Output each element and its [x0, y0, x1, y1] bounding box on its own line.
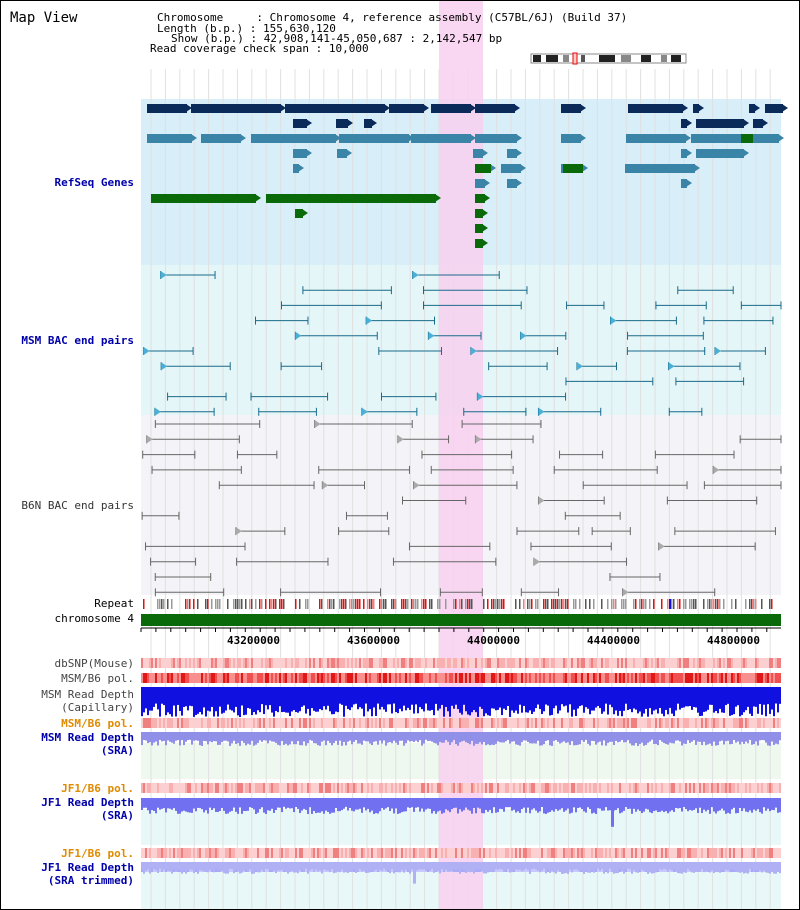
gene-feature: [563, 164, 583, 173]
gene-feature: [475, 239, 483, 248]
gene-feature: [696, 119, 744, 128]
gene-feature: [696, 149, 744, 158]
gene-feature: [191, 104, 281, 113]
gene-feature: [561, 134, 581, 143]
track-label-jf1-depth-trim-1[interactable]: JF1 Read Depth: [41, 861, 134, 874]
track-label-dbsnp[interactable]: dbSNP(Mouse): [54, 657, 134, 670]
track-label-msm-depth-sra-2[interactable]: (SRA): [100, 744, 134, 757]
gene-feature: [339, 134, 409, 143]
track-label-msm-b6-pol-sra[interactable]: MSM/B6 pol.: [61, 717, 134, 730]
axis-tick-label: 43200000: [227, 634, 280, 647]
track-label-msm-depth-capillary-1[interactable]: MSM Read Depth: [41, 688, 134, 701]
gene-feature: [691, 134, 746, 143]
info-show: Show (b.p.) : 42,908,141-45,050,687 : 2,…: [171, 32, 503, 45]
gene-feature: [626, 134, 686, 143]
gene-feature: [765, 104, 783, 113]
gene-feature: [561, 104, 581, 113]
track-label-msm-depth-capillary-2[interactable]: (Capillary): [61, 701, 134, 714]
info-coverage: Read coverage check span : 10,000: [150, 42, 369, 55]
gene-feature: [201, 134, 241, 143]
gene-feature: [336, 119, 348, 128]
track-label-msm-b6-pol[interactable]: MSM/B6 pol.: [61, 672, 134, 685]
gene-feature: [337, 149, 347, 158]
gene-feature: [251, 134, 336, 143]
info-chromosome: Chromosome : Chromosome 4, reference ass…: [157, 11, 628, 24]
chromosome-bar: [141, 614, 781, 626]
gene-feature: [295, 209, 303, 218]
gene-feature: [293, 164, 299, 173]
gene-feature: [475, 179, 485, 188]
track-label-b6n-bac[interactable]: B6N BAC end pairs: [21, 499, 134, 512]
info-length: Length (b.p.) : 155,630,120: [157, 22, 336, 35]
gene-feature: [475, 224, 483, 233]
track-label-refseq[interactable]: RefSeq Genes: [54, 176, 134, 189]
track-label-msm-bac[interactable]: MSM BAC end pairs: [21, 334, 134, 347]
track-label-repeat[interactable]: Repeat: [94, 597, 134, 610]
gene-feature: [431, 104, 471, 113]
gene-feature: [266, 194, 436, 203]
gene-feature: [507, 149, 517, 158]
axis-tick-label: 43600000: [347, 634, 400, 647]
gene-feature: [389, 104, 424, 113]
gene-feature: [681, 119, 687, 128]
gene-feature: [475, 134, 517, 143]
gene-feature: [151, 194, 256, 203]
axis-tick-label: 44000000: [467, 634, 520, 647]
track-label-jf1-depth-sra-1[interactable]: JF1 Read Depth: [41, 796, 134, 809]
gene-feature: [501, 164, 521, 173]
page-title: Map View: [10, 10, 78, 26]
gene-feature: [285, 104, 385, 113]
gene-feature: [475, 194, 485, 203]
gene-feature: [475, 104, 515, 113]
track-label-msm-depth-sra-1[interactable]: MSM Read Depth: [41, 731, 134, 744]
gene-feature: [753, 119, 763, 128]
gene-feature: [293, 119, 307, 128]
track-label-chromosome[interactable]: chromosome 4: [54, 612, 134, 625]
gene-feature: [625, 164, 695, 173]
gene-feature: [293, 149, 307, 158]
track-label-jf1-depth-sra-2[interactable]: (SRA): [100, 809, 134, 822]
gene-feature: [751, 134, 779, 143]
gene-feature: [741, 134, 753, 143]
gene-feature: [628, 104, 683, 113]
gene-feature: [364, 119, 372, 128]
gene-feature: [473, 149, 483, 158]
gene-feature: [749, 104, 755, 113]
gene-feature: [681, 179, 687, 188]
gene-feature: [475, 164, 491, 173]
track-label-jf1-b6-pol-2[interactable]: JF1/B6 pol.: [61, 847, 134, 860]
axis-tick-label: 44800000: [707, 634, 760, 647]
track-label-jf1-b6-pol[interactable]: JF1/B6 pol.: [61, 782, 134, 795]
gene-feature: [475, 209, 483, 218]
gene-feature: [681, 149, 687, 158]
gene-feature: [693, 104, 699, 113]
gene-feature: [147, 104, 187, 113]
axis-tick-label: 44400000: [587, 634, 640, 647]
track-label-jf1-depth-trim-2[interactable]: (SRA trimmed): [47, 874, 134, 887]
gene-feature: [507, 179, 517, 188]
gene-feature: [147, 134, 192, 143]
gene-feature: [411, 134, 471, 143]
